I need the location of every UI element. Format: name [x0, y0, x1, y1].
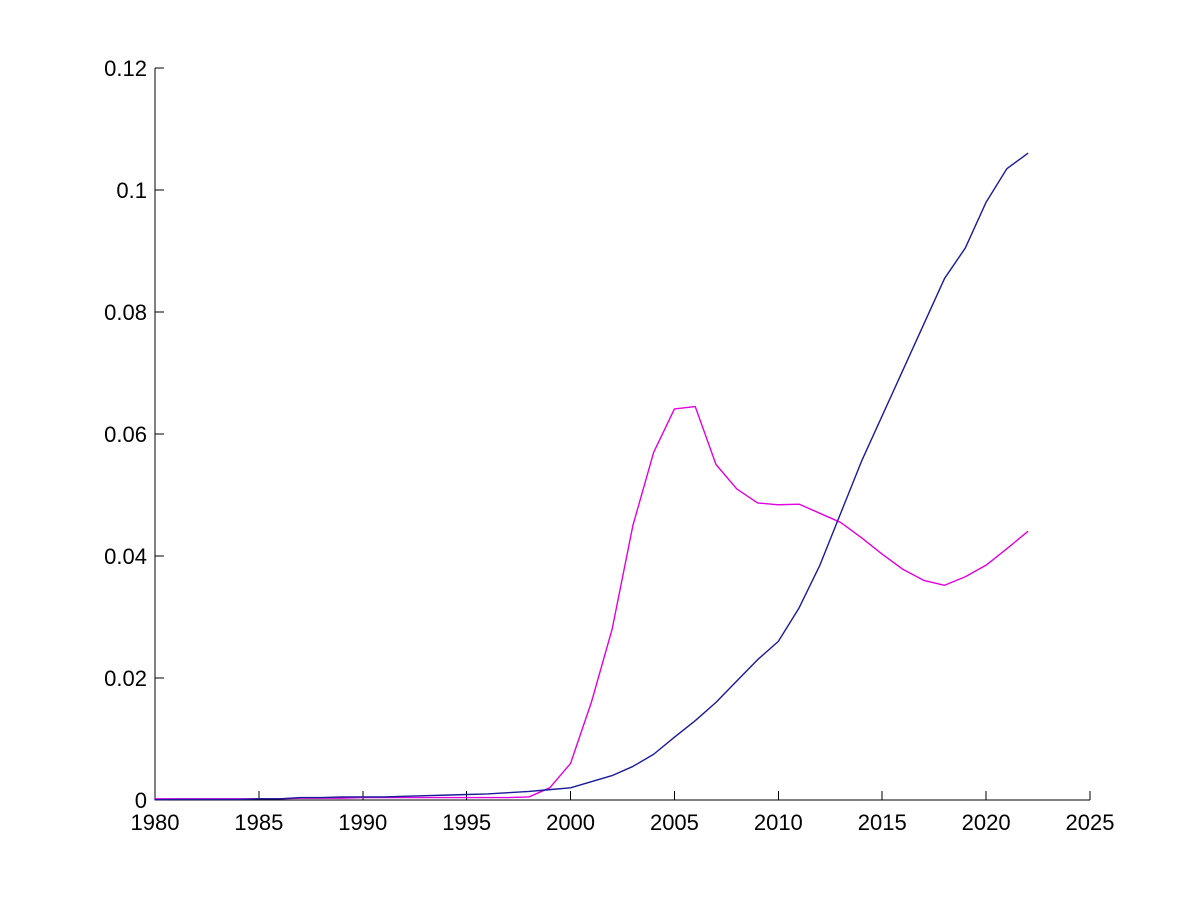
x-tick-label: 1990 — [338, 810, 387, 835]
x-tick-label: 2025 — [1066, 810, 1115, 835]
x-tick-label: 1995 — [442, 810, 491, 835]
y-tick-label: 0.02 — [104, 666, 147, 691]
x-tick-label: 2010 — [754, 810, 803, 835]
series-line-navy — [154, 152, 1029, 801]
y-tick-label: 0.08 — [104, 300, 147, 325]
x-tick-label: 2020 — [962, 810, 1011, 835]
y-tick-label: 0 — [135, 788, 147, 813]
series-line-magenta — [154, 405, 1029, 800]
y-tick-label: 0.06 — [104, 422, 147, 447]
x-tick-label: 2000 — [546, 810, 595, 835]
x-tick-label: 2005 — [650, 810, 699, 835]
x-tick-label: 1985 — [234, 810, 283, 835]
y-tick-label: 0.04 — [104, 544, 147, 569]
tick-labels: 1980 1985 1990 1995 2000 2005 2010 2015 2020 2025… — [104, 56, 1114, 835]
axes — [154, 67, 1091, 801]
x-tick-label: 2015 — [858, 810, 907, 835]
y-tick-label: 0.1 — [116, 178, 147, 203]
x-tick-label: 1980 — [131, 810, 180, 835]
series-group — [154, 152, 1029, 801]
y-tick-label: 0.12 — [104, 56, 147, 81]
